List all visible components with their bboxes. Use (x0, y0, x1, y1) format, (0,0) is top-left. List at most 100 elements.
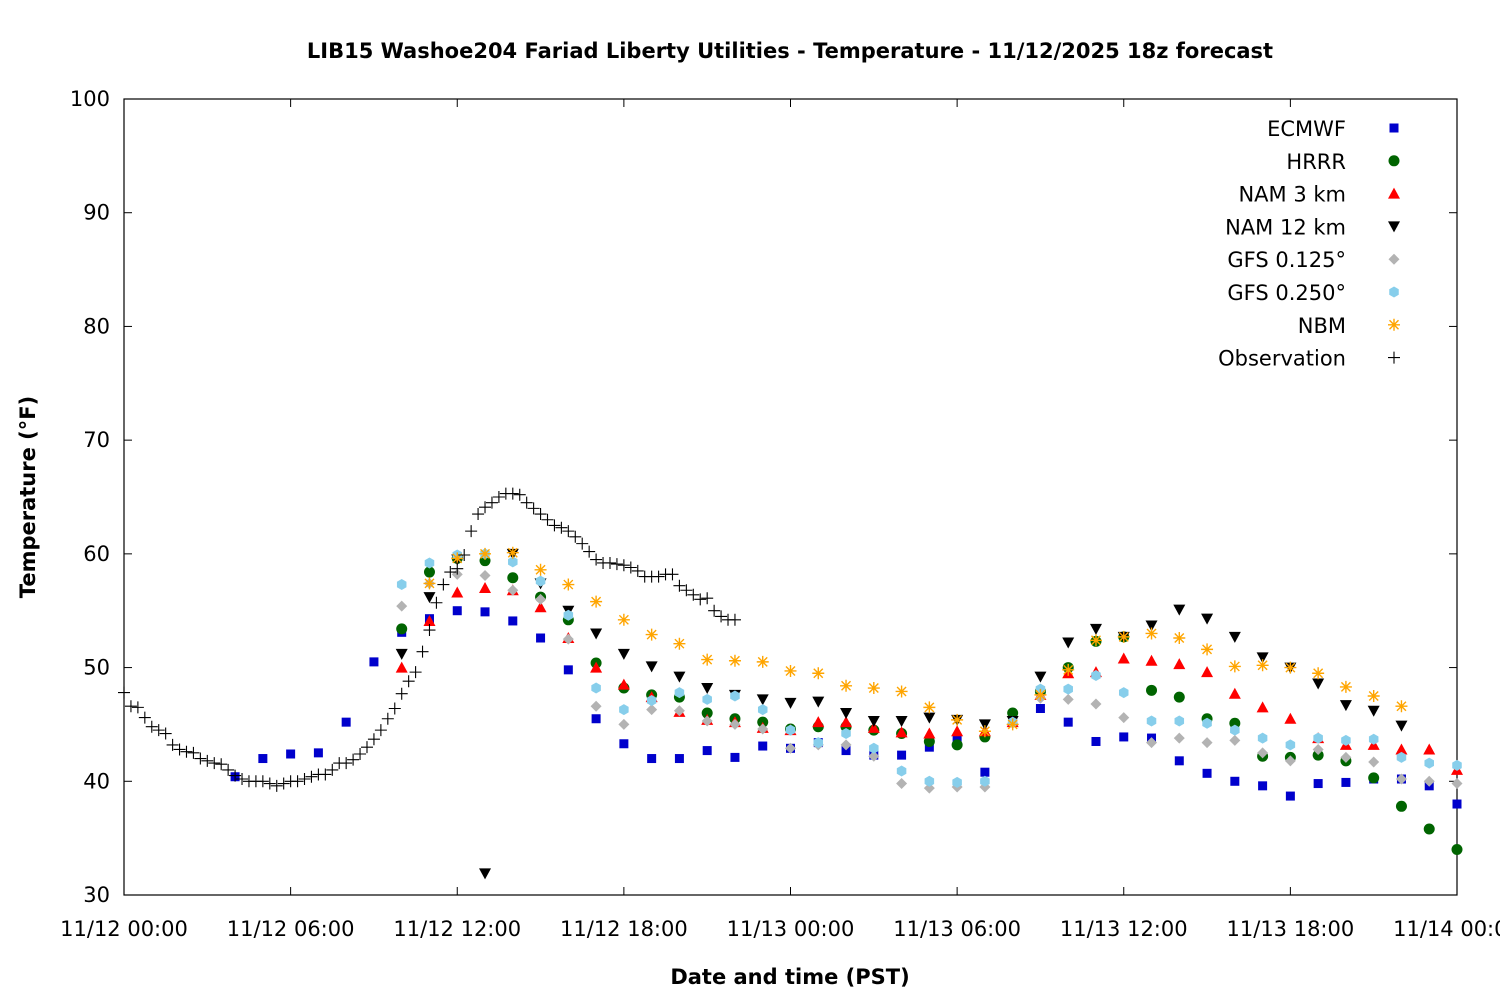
point-observation (506, 487, 519, 500)
point-nbm (701, 653, 714, 666)
point-observation (374, 724, 387, 737)
point-nam-12-km (1145, 620, 1158, 632)
point-observation (472, 508, 485, 521)
legend-marker-gfs-0-250 (1389, 286, 1399, 298)
point-nbm (1312, 667, 1325, 680)
point-nam-12-km (395, 648, 408, 660)
point-gfs-0-250 (869, 742, 879, 754)
point-nam-3-km (479, 581, 492, 593)
point-nam-3-km (1395, 743, 1408, 755)
point-observation (138, 711, 151, 724)
point-observation (534, 508, 547, 521)
point-observation (173, 743, 186, 756)
point-nbm (451, 552, 464, 565)
point-nbm (1367, 690, 1380, 702)
point-nbm (562, 578, 575, 591)
legend: ECMWF HRRR NAM 3 km NAM 12 km GFS 0.125° GFS … (1218, 117, 1400, 371)
point-gfs-0-125 (923, 782, 935, 794)
point-observation (548, 519, 561, 532)
point-hrrr (479, 555, 491, 567)
point-nam-3-km (1145, 654, 1158, 666)
point-observation (152, 724, 165, 737)
point-nbm (1006, 718, 1019, 731)
point-observation (208, 757, 221, 770)
point-ecmwf (1258, 781, 1268, 791)
point-nbm (784, 664, 797, 677)
point-ecmwf (702, 746, 712, 756)
point-nam-3-km (840, 716, 853, 728)
point-observation (576, 537, 589, 550)
series-nam-12-km (395, 548, 1408, 880)
point-hrrr (423, 566, 435, 578)
point-nbm (645, 628, 658, 641)
point-gfs-0-250 (563, 609, 574, 621)
point-observation (583, 545, 596, 558)
point-nam-3-km (812, 716, 825, 728)
point-gfs-0-250 (702, 693, 712, 705)
point-observation (437, 578, 450, 591)
point-nam-12-km (1062, 637, 1075, 649)
point-nam-12-km (1339, 700, 1352, 712)
point-nbm (1228, 660, 1241, 673)
point-gfs-0-125 (868, 750, 880, 762)
point-nam-3-km (867, 721, 880, 733)
point-gfs-0-125 (1257, 747, 1269, 759)
point-nbm (534, 563, 547, 576)
point-gfs-0-250 (1285, 739, 1296, 751)
point-nbm (840, 679, 853, 692)
point-ecmwf (758, 741, 768, 751)
point-observation (423, 624, 436, 637)
legend-label-gfs-0-125: GFS 0.125° (1227, 248, 1346, 272)
point-observation (701, 592, 714, 605)
point-gfs-0-125 (590, 700, 602, 712)
point-observation (187, 746, 200, 759)
point-nam-12-km (479, 868, 492, 880)
y-axis-label: Temperature (°F) (16, 396, 40, 598)
point-gfs-0-125 (1173, 732, 1185, 744)
point-observation (159, 727, 172, 740)
point-observation (124, 700, 137, 713)
point-nbm (506, 546, 519, 559)
y-tick-label: 60 (83, 542, 110, 566)
point-nam-12-km (923, 712, 936, 724)
point-gfs-0-250 (396, 579, 407, 591)
point-nbm (1256, 659, 1269, 672)
point-ecmwf (1035, 704, 1045, 714)
point-gfs-0-250 (1452, 759, 1462, 771)
x-tick-label: 11/12 12:00 (393, 917, 521, 941)
point-nam-3-km (1173, 658, 1186, 670)
point-nam-12-km (895, 716, 908, 728)
point-observation (479, 501, 492, 514)
point-gfs-0-250 (757, 704, 768, 716)
point-gfs-0-125 (646, 704, 658, 716)
point-gfs-0-250 (952, 776, 962, 788)
point-nam-3-km (590, 661, 603, 673)
point-observation (652, 570, 665, 583)
point-observation (381, 712, 394, 725)
point-gfs-0-250 (646, 695, 657, 707)
point-observation (347, 753, 360, 766)
point-observation (444, 566, 457, 579)
point-observation (395, 687, 408, 700)
point-ecmwf (1202, 768, 1212, 778)
point-gfs-0-125 (729, 718, 741, 730)
point-gfs-0-250 (619, 704, 629, 716)
point-ecmwf (980, 767, 990, 777)
point-nam-12-km (1173, 604, 1186, 616)
point-gfs-0-250 (674, 687, 685, 699)
point-observation (492, 491, 505, 503)
x-tick-label: 11/12 06:00 (227, 917, 355, 941)
point-hrrr (1312, 749, 1324, 761)
point-ecmwf (1063, 717, 1073, 727)
x-tick-label: 11/13 12:00 (1060, 917, 1188, 941)
point-hrrr (1395, 800, 1407, 812)
point-hrrr (396, 623, 408, 635)
point-nam-12-km (756, 694, 769, 706)
legend-label-observation: Observation (1218, 347, 1346, 371)
point-gfs-0-125 (1451, 778, 1463, 790)
point-observation (340, 757, 353, 770)
point-observation (215, 758, 228, 771)
point-gfs-0-125 (562, 633, 574, 645)
legend-label-nbm: NBM (1298, 314, 1346, 338)
